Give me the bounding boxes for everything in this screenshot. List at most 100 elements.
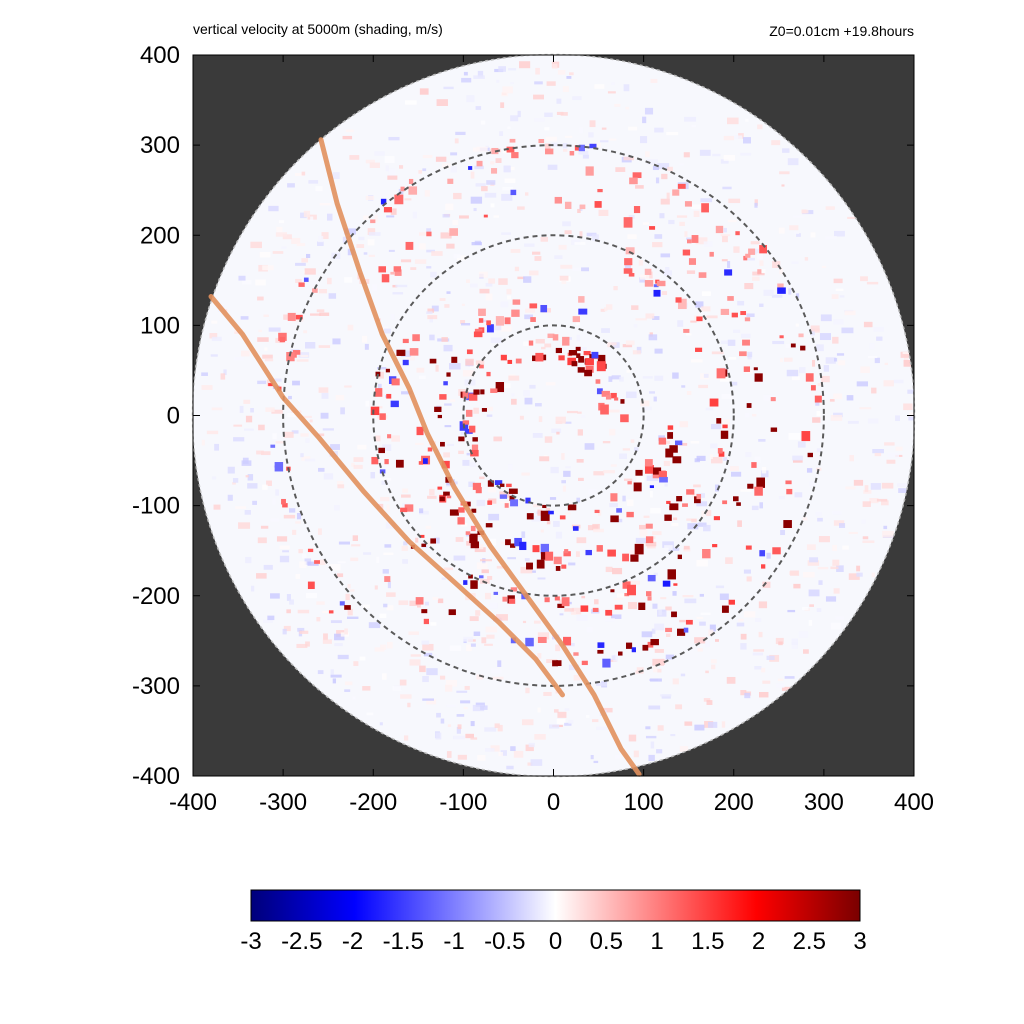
shading-cell — [419, 232, 430, 236]
shading-cell — [646, 159, 659, 165]
convective-cell — [307, 548, 314, 553]
shading-cell — [524, 243, 535, 247]
shading-cell — [419, 508, 424, 514]
convective-cell — [344, 605, 351, 610]
shading-cell — [402, 559, 408, 564]
shading-cell — [859, 407, 872, 410]
convective-cell — [491, 147, 499, 155]
shading-cell — [268, 327, 281, 332]
convective-cell — [537, 636, 547, 643]
shading-cell — [508, 166, 515, 171]
shading-cell — [272, 433, 277, 440]
shading-cell — [498, 278, 508, 285]
shading-cell — [844, 310, 856, 316]
shading-cell — [317, 433, 325, 437]
shading-cell — [729, 466, 739, 471]
shading-cell — [322, 610, 329, 614]
shading-cell — [337, 654, 349, 660]
shading-cell — [347, 608, 353, 616]
velocity-shading — [201, 61, 915, 770]
shading-cell — [403, 735, 409, 741]
convective-cell — [396, 349, 406, 356]
shading-cell — [806, 544, 816, 550]
convective-cell — [427, 447, 433, 452]
shading-cell — [419, 510, 429, 515]
shading-cell — [266, 379, 274, 387]
shading-cell — [234, 331, 242, 334]
shading-cell — [387, 641, 393, 649]
shading-cell — [529, 270, 539, 276]
convective-cell — [469, 425, 476, 433]
shading-cell — [444, 684, 453, 692]
shading-cell — [545, 382, 556, 386]
shading-cell — [582, 154, 589, 159]
shading-cell — [754, 202, 758, 208]
shading-cell — [498, 66, 506, 72]
shading-cell — [449, 363, 461, 370]
shading-cell — [488, 498, 497, 504]
shading-cell — [487, 487, 497, 493]
shading-cell — [556, 111, 564, 116]
colorbar-tick-label: 2.5 — [793, 928, 826, 955]
shading-cell — [469, 616, 479, 622]
shading-cell — [662, 541, 674, 548]
shading-cell — [645, 313, 655, 319]
shading-cell — [635, 185, 644, 189]
shading-cell — [804, 257, 809, 261]
shading-cell — [346, 616, 359, 619]
shading-cell — [244, 510, 251, 515]
convective-cell — [634, 543, 644, 555]
convective-cell — [563, 636, 572, 646]
shading-cell — [334, 643, 343, 647]
shading-cell — [612, 567, 623, 575]
convective-cell — [579, 204, 586, 210]
shading-cell — [619, 376, 624, 382]
shading-cell — [564, 135, 573, 138]
shading-cell — [881, 500, 889, 506]
shading-cell — [250, 241, 263, 249]
colorbar-tick-label: 3 — [853, 928, 866, 955]
convective-cell — [736, 502, 741, 506]
shading-cell — [502, 92, 507, 96]
shading-cell — [652, 165, 659, 171]
shading-cell — [426, 668, 438, 676]
convective-cell — [716, 418, 722, 424]
shading-cell — [754, 666, 762, 670]
shading-cell — [385, 165, 389, 172]
x-tick-label: -300 — [259, 789, 307, 816]
shading-cell — [532, 433, 543, 438]
shading-cell — [782, 148, 790, 153]
convective-cell — [274, 462, 284, 472]
shading-cell — [429, 488, 435, 496]
shading-cell — [668, 547, 680, 551]
shading-cell — [603, 470, 615, 474]
shading-cell — [833, 278, 843, 284]
shading-cell — [786, 369, 799, 377]
shading-cell — [671, 523, 679, 527]
shading-cell — [661, 694, 671, 699]
shading-cell — [330, 620, 342, 624]
shading-cell — [486, 414, 493, 417]
shading-cell — [468, 481, 475, 487]
shading-cell — [495, 158, 502, 163]
shading-cell — [756, 252, 764, 260]
shading-cell — [490, 538, 497, 546]
shading-cell — [645, 541, 657, 547]
shading-cell — [464, 685, 470, 690]
shading-cell — [308, 180, 319, 184]
shading-cell — [658, 163, 670, 170]
shading-cell — [581, 267, 590, 272]
shading-cell — [259, 251, 271, 258]
convective-cell — [307, 581, 315, 590]
shading-cell — [808, 619, 813, 626]
convective-cell — [506, 483, 512, 488]
shading-cell — [349, 155, 360, 160]
convective-cell — [402, 359, 409, 366]
convective-cell — [744, 317, 751, 322]
shading-cell — [856, 565, 861, 572]
convective-cell — [547, 333, 555, 339]
shading-cell — [660, 597, 667, 600]
shading-cell — [318, 345, 331, 348]
convective-cell — [390, 271, 395, 275]
shading-cell — [566, 410, 578, 414]
